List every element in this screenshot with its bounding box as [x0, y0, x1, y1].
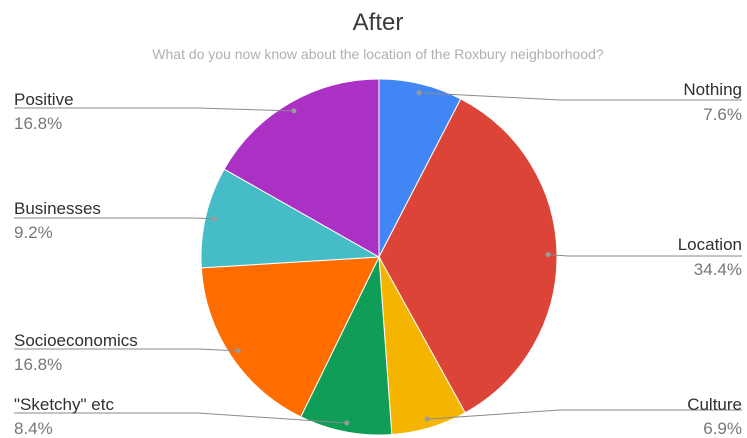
- leader-dot-location: [545, 252, 551, 258]
- pie-labels: Nothing 7.6% Location 34.4% Culture 6.9% "Sket…: [14, 80, 742, 438]
- slice-value-socioeconomics: 16.8%: [14, 355, 62, 374]
- slice-label-businesses: Businesses: [14, 199, 101, 218]
- leader-line-businesses: [14, 217, 215, 220]
- leader-dot-positive: [291, 108, 297, 114]
- leader-line-socioeconomics: [14, 348, 239, 352]
- slice-value-nothing: 7.6%: [703, 105, 742, 124]
- leader-line-culture: [427, 409, 742, 420]
- slice-label-location: Location: [678, 235, 742, 254]
- pie-slices: [200, 78, 558, 436]
- slice-label-positive: Positive: [14, 90, 74, 109]
- leader-dot-businesses: [211, 216, 217, 222]
- slice-value-location: 34.4%: [694, 260, 742, 279]
- leader-line-positive: [14, 107, 294, 112]
- slice-value-sketchy-etc: 8.4%: [14, 419, 53, 438]
- slice-value-culture: 6.9%: [703, 419, 742, 438]
- pie-slice-sketchy-etc[interactable]: [300, 255, 393, 436]
- chart-title: After: [353, 9, 404, 36]
- leader-line-location: [548, 254, 742, 257]
- slice-value-positive: 16.8%: [14, 114, 62, 133]
- slice-label-culture: Culture: [687, 395, 742, 414]
- leader-dot-socioeconomics: [235, 348, 241, 354]
- chart-subtitle: What do you now know about the location …: [152, 46, 604, 62]
- leader-line-nothing: [418, 92, 742, 101]
- pie-slice-businesses[interactable]: [200, 168, 381, 269]
- leader-dot-sketchy-etc: [344, 420, 350, 426]
- leader-dot-nothing: [416, 90, 422, 96]
- leader-dot-culture: [424, 416, 430, 422]
- pie-slice-socioeconomics[interactable]: [200, 256, 380, 418]
- slice-label-sketchy-etc: "Sketchy" etc: [14, 395, 114, 414]
- pie-slice-location[interactable]: [378, 98, 558, 414]
- slice-value-businesses: 9.2%: [14, 223, 53, 242]
- leader-line-sketchy-etc: [14, 412, 347, 424]
- slice-label-nothing: Nothing: [683, 80, 742, 99]
- slice-label-socioeconomics: Socioeconomics: [14, 331, 138, 350]
- pie-slice-positive[interactable]: [223, 78, 380, 258]
